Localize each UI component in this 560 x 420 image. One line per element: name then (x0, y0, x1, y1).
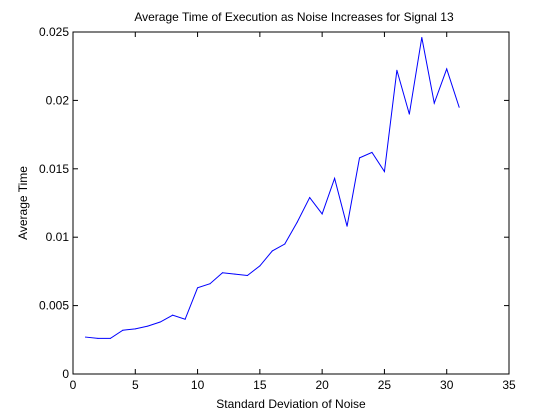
x-tick-label: 30 (440, 378, 454, 392)
data-point (458, 106, 460, 108)
data-point (321, 213, 323, 215)
data-point (184, 318, 186, 320)
data-point (147, 325, 149, 327)
series-layer (84, 36, 460, 339)
y-tick-label: 0.01 (46, 230, 70, 244)
data-point (408, 113, 410, 115)
data-point (309, 197, 311, 199)
x-tick-label: 20 (315, 378, 329, 392)
data-point (383, 171, 385, 173)
plot-area (72, 31, 510, 375)
x-tick-label: 25 (378, 378, 392, 392)
y-tick-label: 0 (62, 367, 69, 381)
data-point (234, 273, 236, 275)
chart-title: Average Time of Execution as Noise Incre… (134, 10, 454, 24)
x-axis-label: Standard Deviation of Noise (216, 397, 366, 411)
data-point (259, 265, 261, 267)
x-tick-label: 35 (502, 378, 516, 392)
data-point (446, 68, 448, 70)
data-point (359, 157, 361, 159)
data-point (84, 336, 86, 338)
x-tick-label: 5 (132, 378, 139, 392)
data-point (246, 275, 248, 277)
data-point (109, 337, 111, 339)
data-point (97, 337, 99, 339)
data-point (371, 151, 373, 153)
y-tick-label: 0.015 (39, 162, 69, 176)
data-point (122, 329, 124, 331)
y-tick-label: 0.025 (39, 25, 69, 39)
y-tick-label: 0.02 (46, 93, 70, 107)
data-point (172, 314, 174, 316)
data-point (221, 272, 223, 274)
data-point (433, 102, 435, 104)
data-point (421, 36, 423, 38)
data-point (271, 250, 273, 252)
data-point (159, 321, 161, 323)
x-tick-label: 0 (70, 378, 77, 392)
data-point (134, 328, 136, 330)
x-tick-label: 15 (253, 378, 267, 392)
data-point (296, 221, 298, 223)
data-point (284, 243, 286, 245)
data-point (197, 287, 199, 289)
data-point (396, 69, 398, 71)
y-axis-label: Average Time (16, 166, 30, 240)
data-point (209, 283, 211, 285)
x-tick-label: 10 (191, 378, 205, 392)
data-point (334, 177, 336, 179)
x-axis: 0 5 10 15 20 25 30 35 (70, 32, 516, 392)
data-point (346, 225, 348, 227)
y-tick-label: 0.005 (39, 299, 69, 313)
y-axis: 0 0.005 0.01 0.015 0.02 0.025 (39, 25, 509, 381)
